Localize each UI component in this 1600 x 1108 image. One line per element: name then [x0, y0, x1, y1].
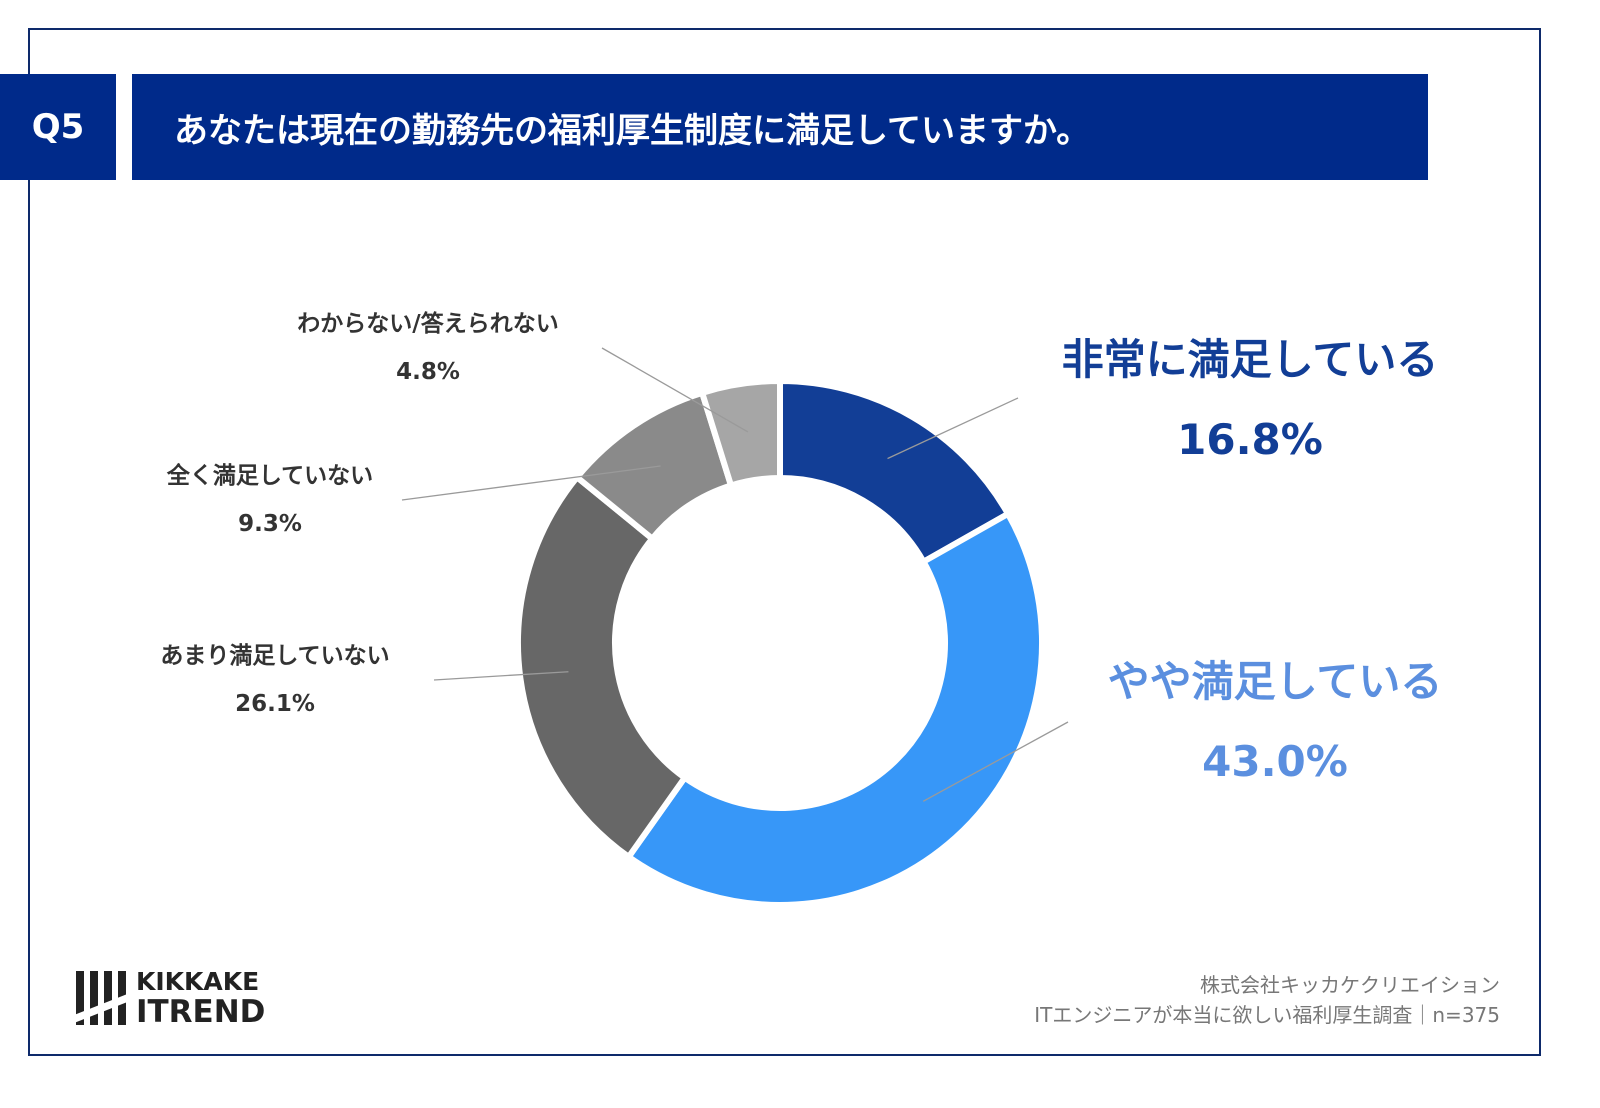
question-title: あなたは現在の勤務先の福利厚生制度に満足していますか。 — [132, 74, 1428, 180]
slice-value: 9.3% — [238, 511, 302, 537]
leader-line-4 — [601, 347, 749, 433]
slice-label-1: やや満足している 43.0% — [1070, 642, 1480, 802]
slice-name: やや満足している — [1107, 657, 1443, 706]
slice-name: わからない/答えられない — [297, 311, 559, 337]
slice-value: 16.8% — [1177, 415, 1323, 464]
slice-label-0: 非常に満足している 16.8% — [1020, 320, 1480, 480]
footer: 株式会社キッカケクリエイション ITエンジニアが本当に欲しい福利厚生調査｜n=3… — [1034, 970, 1500, 1030]
donut-slice-4 — [698, 377, 783, 490]
slice-value: 43.0% — [1202, 737, 1348, 786]
slice-name: 非常に満足している — [1061, 335, 1439, 384]
leader-line-2 — [433, 671, 569, 681]
slide-frame — [28, 28, 1541, 1056]
question-number: Q5 — [0, 74, 116, 180]
logo-line1: KIKKAKE — [136, 967, 260, 996]
slice-value: 26.1% — [235, 691, 315, 717]
leader-line-0 — [887, 397, 1019, 460]
footer-company: 株式会社キッカケクリエイション — [1200, 973, 1500, 997]
footer-survey: ITエンジニアが本当に欲しい福利厚生調査｜n=375 — [1034, 1003, 1500, 1027]
donut-slice-1 — [624, 509, 1045, 908]
kikkake-itrend-logo: KIKKAKE ITREND — [74, 968, 265, 1028]
slice-label-3: 全く満足していない 9.3% — [110, 452, 430, 548]
logo-mark-icon — [74, 971, 130, 1025]
logo-line2: ITREND — [136, 994, 266, 1030]
slice-label-4: わからない/答えられない 4.8% — [248, 300, 608, 396]
slice-name: あまり満足していない — [160, 643, 390, 669]
leader-line-3 — [401, 465, 661, 501]
slice-name: 全く満足していない — [166, 463, 374, 489]
donut-slice-2 — [515, 473, 689, 862]
slice-value: 4.8% — [396, 359, 460, 385]
slice-label-2: あまり満足していない 26.1% — [115, 632, 435, 728]
leader-line-1 — [922, 721, 1069, 802]
